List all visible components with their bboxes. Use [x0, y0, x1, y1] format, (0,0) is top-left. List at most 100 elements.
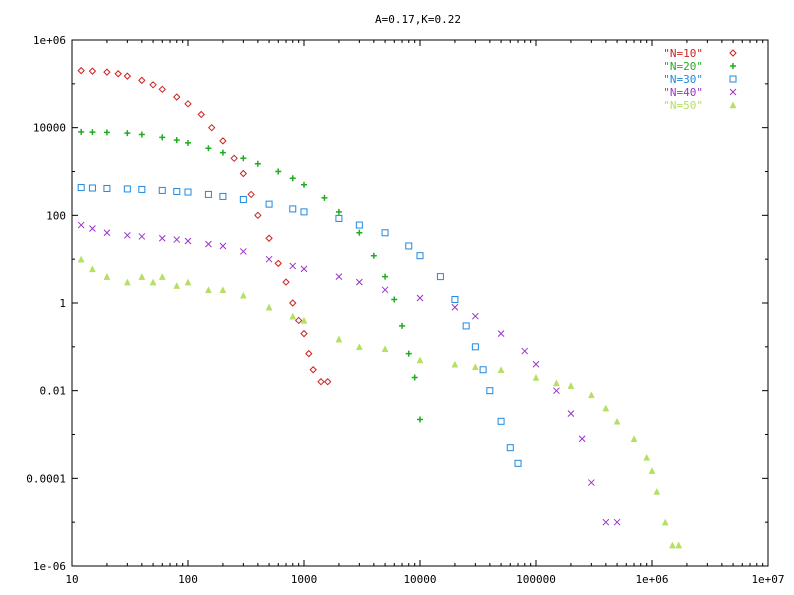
data-point — [149, 278, 157, 286]
data-point — [205, 240, 212, 248]
data-point — [301, 181, 307, 188]
data-point — [436, 273, 444, 281]
data-point — [254, 160, 261, 167]
y-tick-label: 1 — [59, 297, 66, 310]
data-point — [114, 70, 122, 78]
data-point — [653, 487, 661, 495]
data-point — [471, 312, 479, 320]
data-point — [247, 190, 255, 199]
legend: "N=10""N=20""N=30""N=40""N=50" — [663, 47, 737, 112]
data-point — [149, 81, 157, 89]
data-point — [451, 296, 459, 304]
data-point — [416, 356, 424, 364]
data-point — [158, 273, 166, 280]
data-point — [521, 347, 529, 355]
data-point — [497, 417, 505, 425]
y-tick-label: 1e+06 — [33, 34, 66, 47]
data-point — [184, 237, 192, 245]
data-point — [613, 417, 621, 425]
data-point — [219, 242, 227, 250]
data-point — [355, 343, 363, 351]
data-point — [451, 360, 459, 368]
data-point — [497, 330, 505, 337]
data-point — [158, 85, 166, 94]
data-point — [381, 345, 389, 353]
data-point — [335, 214, 343, 222]
data-point — [138, 185, 146, 193]
data-point — [158, 234, 166, 242]
data-point — [89, 265, 96, 273]
legend-marker — [729, 101, 737, 109]
data-point — [159, 134, 166, 141]
data-point — [89, 129, 96, 136]
data-point — [553, 379, 560, 387]
data-point — [451, 303, 459, 311]
data-point — [173, 137, 180, 144]
data-point — [553, 387, 560, 395]
data-point — [204, 190, 212, 198]
series-layer — [77, 66, 683, 549]
data-point — [587, 391, 595, 399]
data-point — [300, 208, 308, 216]
x-tick-label: 100 — [178, 573, 198, 586]
data-point — [138, 76, 146, 85]
data-point — [335, 335, 343, 343]
data-point — [289, 312, 297, 320]
data-point — [391, 296, 398, 303]
series-4 — [77, 221, 621, 526]
data-point — [123, 231, 131, 239]
x-tick-label: 1000 — [291, 573, 318, 586]
data-point — [382, 273, 389, 280]
data-point — [300, 329, 308, 338]
legend-label: "N=40" — [663, 86, 703, 99]
legend-label: "N=10" — [663, 47, 703, 60]
legend-label: "N=30" — [663, 73, 703, 86]
data-point — [289, 299, 297, 307]
data-point — [405, 242, 413, 250]
data-point — [416, 294, 424, 302]
data-point — [602, 404, 610, 412]
data-point — [294, 316, 303, 325]
axis-ticks: 10 100 1000 10000 100000 1e+06 1e+07 1e-06 0.000… — [26, 34, 784, 586]
data-point — [207, 123, 216, 132]
data-point — [123, 72, 132, 80]
data-point — [88, 67, 97, 75]
data-point — [578, 435, 586, 443]
series-1 — [77, 66, 332, 386]
data-point — [471, 363, 479, 371]
data-point — [103, 184, 111, 192]
legend-marker — [729, 49, 737, 57]
data-point — [305, 349, 313, 358]
legend-label: "N=20" — [663, 60, 703, 73]
data-point — [173, 93, 181, 101]
series-3 — [77, 184, 522, 467]
data-point — [613, 518, 621, 526]
data-point — [289, 262, 297, 270]
data-point — [77, 255, 85, 263]
data-point — [197, 110, 205, 119]
data-point — [309, 366, 317, 374]
data-point — [138, 233, 146, 240]
data-point — [602, 518, 610, 526]
data-point — [300, 265, 308, 273]
data-point — [254, 211, 262, 220]
data-point — [239, 291, 247, 299]
series-5 — [77, 255, 683, 549]
data-point — [497, 366, 505, 374]
data-point — [335, 273, 343, 280]
data-point — [77, 221, 85, 229]
data-point — [514, 459, 522, 467]
data-point — [289, 175, 296, 182]
data-point — [506, 444, 514, 452]
data-point — [417, 416, 423, 423]
x-tick-label: 10000 — [403, 573, 436, 586]
data-point — [411, 374, 418, 381]
data-point — [185, 139, 191, 146]
data-point — [219, 149, 226, 156]
data-point — [88, 184, 96, 192]
data-point — [158, 186, 166, 194]
data-point — [669, 541, 676, 549]
data-point — [230, 154, 238, 163]
y-tick-label: 1e-06 — [33, 560, 66, 573]
